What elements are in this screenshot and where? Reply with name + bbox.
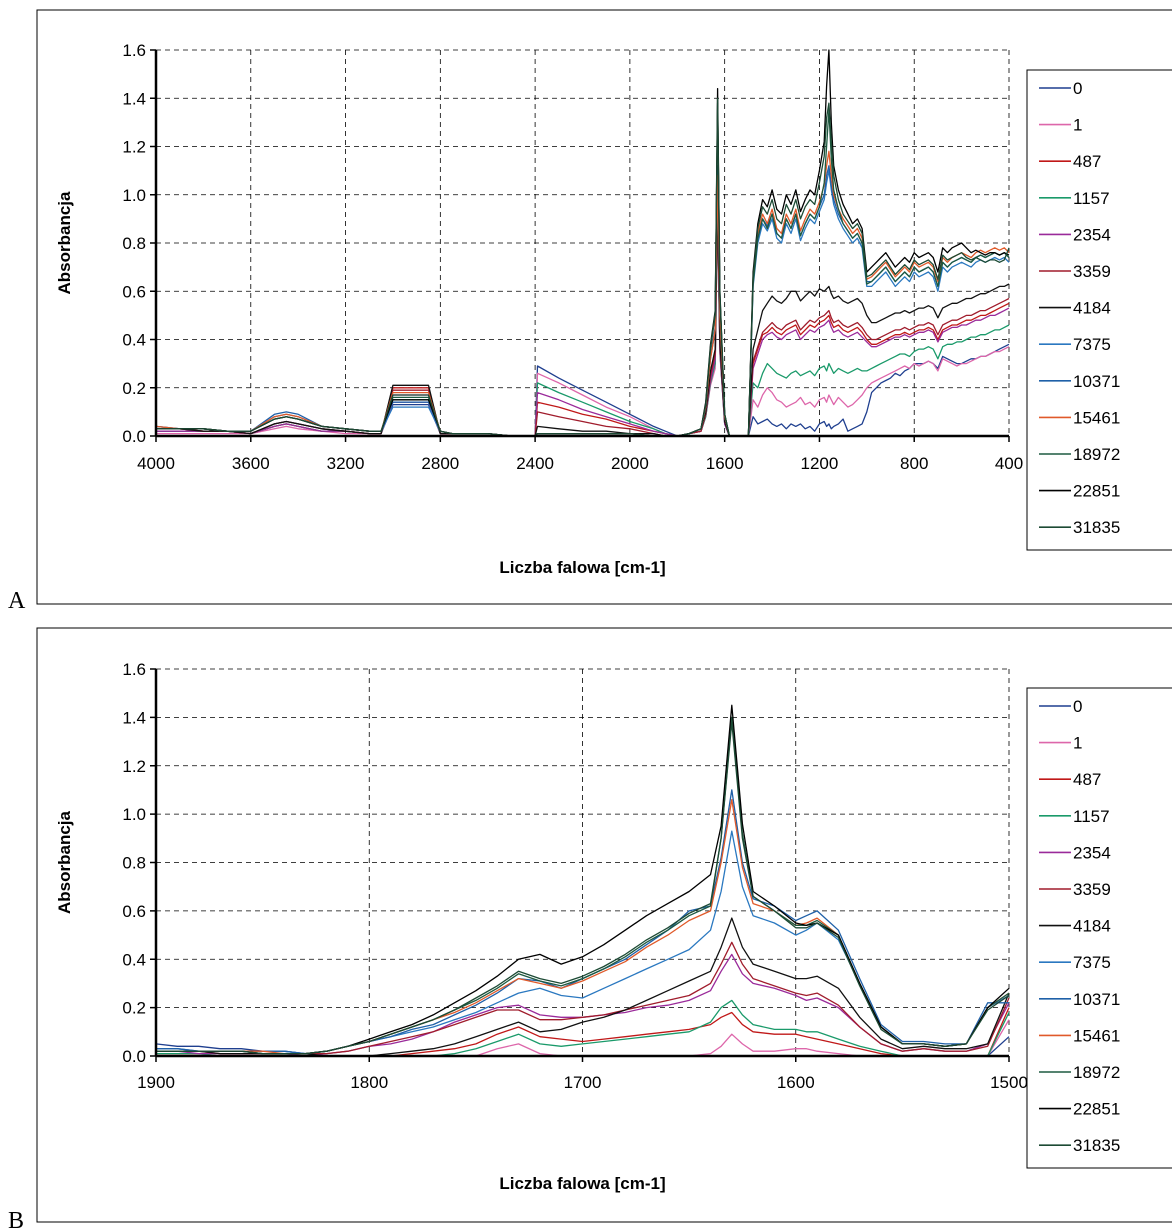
series-line-4184 [156, 917, 1010, 1057]
panel-letter: B [8, 1208, 24, 1232]
x-axis-title: Liczba falowa [cm-1] [499, 1174, 665, 1193]
x-tick-label: 3200 [327, 454, 365, 473]
y-tick-label: 0.0 [122, 427, 146, 446]
x-tick-label: 1200 [801, 454, 839, 473]
legend-label: 15461 [1073, 408, 1120, 427]
y-tick-label: 0.8 [122, 234, 146, 253]
x-tick-label: 4000 [137, 454, 175, 473]
legend-box [1026, 69, 1172, 551]
y-tick-label: 0.4 [122, 950, 146, 969]
chart-frame [36, 9, 1172, 605]
series-group [155, 49, 1010, 437]
legend-label: 18972 [1073, 445, 1120, 464]
legend-label: 31835 [1073, 1136, 1120, 1155]
legend-label: 1157 [1073, 807, 1110, 826]
grid-lines [156, 668, 1010, 1056]
x-tick-label: 1800 [350, 1073, 388, 1092]
x-tick-label: 2400 [516, 454, 554, 473]
y-tick-label: 1.4 [122, 89, 146, 108]
legend-label: 2354 [1073, 225, 1111, 244]
y-tick-label: 0.8 [122, 854, 146, 873]
legend-label: 31835 [1073, 518, 1120, 537]
y-axis-title: Absorbancja [55, 810, 74, 914]
legend-label: 4184 [1073, 917, 1111, 936]
x-tick-label: 1600 [706, 454, 744, 473]
y-tick-label: 0.2 [122, 379, 146, 398]
y-tick-label: 0.6 [122, 902, 146, 921]
y-tick-label: 1.2 [122, 138, 146, 157]
series-line-31835 [156, 721, 1010, 1055]
panel-letter: A [8, 588, 26, 614]
legend-label: 22851 [1073, 482, 1120, 501]
legend-label: 1157 [1073, 189, 1110, 208]
legend-label: 10371 [1073, 990, 1120, 1009]
legend-label: 4184 [1073, 299, 1111, 318]
y-tick-label: 1.6 [122, 660, 146, 679]
chart-panel-b: 0.0 0.2 0.4 0.6 0.8 1.0 1.2 1.4 1.6 1900 1800 1700 1… [8, 627, 1172, 1232]
x-tick-label: 2800 [421, 454, 459, 473]
y-tick-label: 1.0 [122, 186, 146, 205]
legend-label: 7375 [1073, 335, 1111, 354]
legend-label: 1 [1073, 734, 1082, 753]
legend-label: 10371 [1073, 372, 1120, 391]
y-tick-label: 0.6 [122, 282, 146, 301]
y-tick-label: 1.2 [122, 757, 146, 776]
legend-label: 3359 [1073, 262, 1111, 281]
y-tick-label: 1.4 [122, 708, 146, 727]
legend-label: 18972 [1073, 1063, 1120, 1082]
legend-label: 2354 [1073, 843, 1111, 862]
legend-label: 1 [1073, 116, 1082, 135]
legend-label: 487 [1073, 152, 1101, 171]
x-tick-label: 3600 [232, 454, 270, 473]
legend-label: 0 [1073, 697, 1082, 716]
y-tick-label: 0.2 [122, 999, 146, 1018]
legend-label: 3359 [1073, 880, 1111, 899]
y-axis-title: Absorbancja [55, 191, 74, 295]
y-tick-label: 0.0 [122, 1047, 146, 1066]
x-tick-label: 400 [995, 454, 1023, 473]
y-tick-label: 1.0 [122, 805, 146, 824]
legend-label: 7375 [1073, 953, 1111, 972]
x-tick-label: 1600 [777, 1073, 815, 1092]
legend: 0 1 487 1157 2354 3359 4184 7375 10371 15461 18972… [1026, 69, 1172, 551]
x-tick-label: 800 [900, 454, 928, 473]
legend-label: 0 [1073, 79, 1082, 98]
legend-label: 487 [1073, 770, 1101, 789]
x-tick-label: 2000 [611, 454, 649, 473]
series-line-4184 [156, 194, 1010, 437]
y-tick-label: 0.4 [122, 331, 146, 350]
x-axis-title: Liczba falowa [cm-1] [499, 558, 665, 577]
grid-lines [156, 49, 1010, 436]
y-tick-label: 1.6 [122, 41, 146, 60]
x-tick-label: 1700 [564, 1073, 602, 1092]
chart-frame [36, 627, 1172, 1223]
legend-label: 15461 [1073, 1026, 1120, 1045]
legend: 0 1 487 1157 2354 3359 4184 7375 10371 15461 18972… [1026, 687, 1172, 1169]
legend-box [1026, 687, 1172, 1169]
x-tick-label: 1900 [137, 1073, 175, 1092]
x-tick-label: 1500 [990, 1073, 1028, 1092]
series-line-31835 [156, 97, 1010, 437]
legend-label: 22851 [1073, 1100, 1120, 1119]
